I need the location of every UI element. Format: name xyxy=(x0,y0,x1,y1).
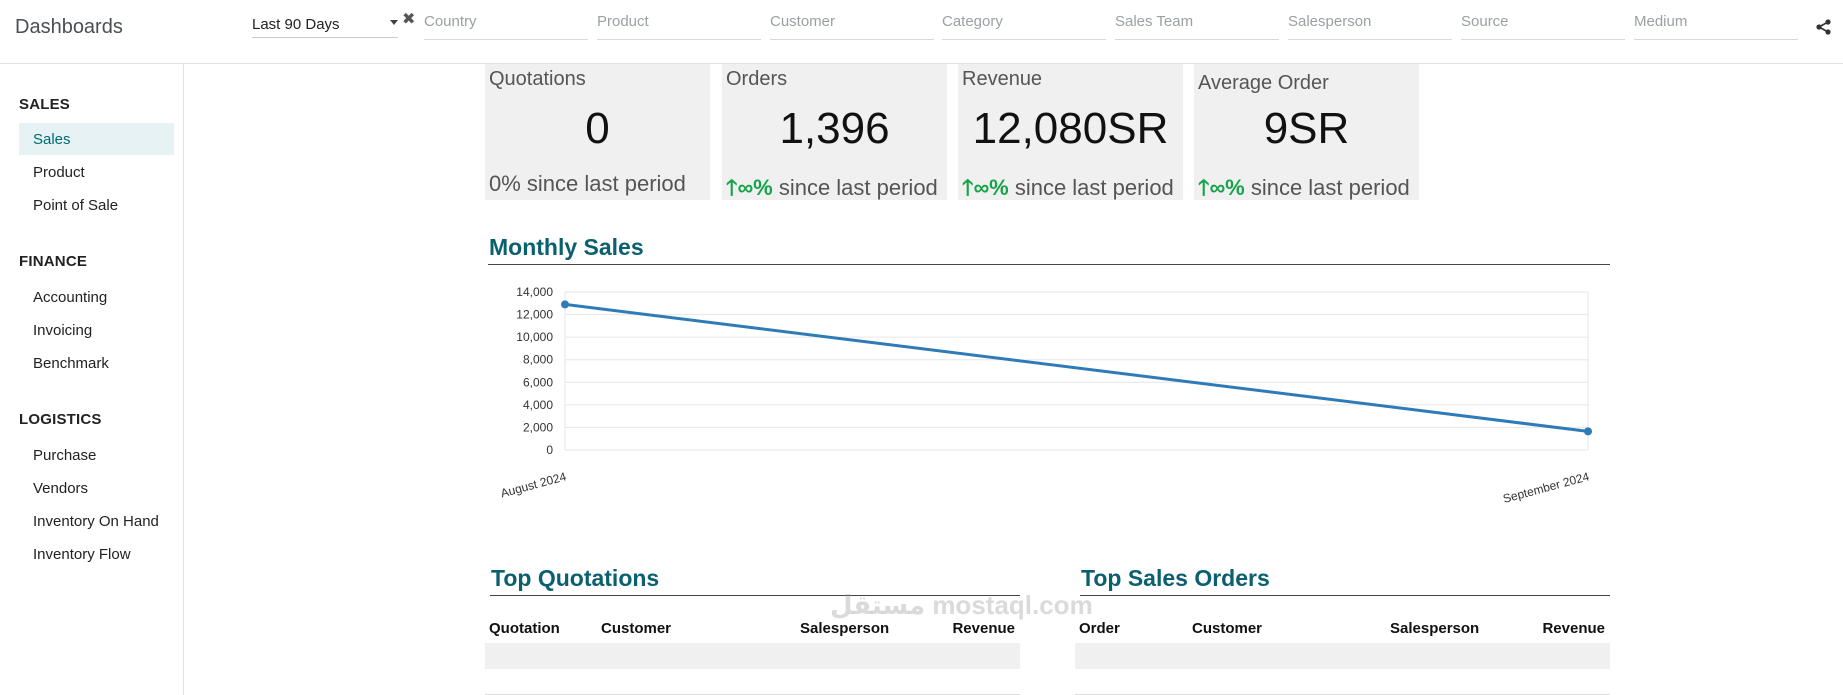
trend-text: since last period xyxy=(772,175,938,200)
sidebar: SALES Sales Product Point of Sale FINANC… xyxy=(0,64,184,695)
kpi-trend: 0% since last period xyxy=(489,171,686,197)
sidebar-item-purchase[interactable]: Purchase xyxy=(33,447,97,464)
filter-product[interactable]: Product xyxy=(597,13,761,40)
filter-category[interactable]: Category xyxy=(942,13,1106,40)
sidebar-item-vendors[interactable]: Vendors xyxy=(33,480,89,497)
sidebar-item-point-of-sale[interactable]: Point of Sale xyxy=(33,197,119,214)
top-bar: Dashboards Last 90 Days ✖ Country Produc… xyxy=(0,0,1843,64)
kpi-value: 9SR xyxy=(1263,104,1350,153)
series-line xyxy=(564,302,1589,433)
y-tick-label: 4,000 xyxy=(523,398,553,412)
y-tick-label: 8,000 xyxy=(523,353,553,367)
col-customer[interactable]: Customer xyxy=(601,620,672,637)
sidebar-item-sales[interactable]: Sales xyxy=(19,123,174,155)
arrow-up-icon: 🡑 xyxy=(1198,175,1210,200)
kpi-orders[interactable]: Orders 1,396 🡑∞% since last period xyxy=(722,64,947,200)
col-salesperson[interactable]: Salesperson xyxy=(1390,620,1480,637)
kpi-average-order[interactable]: Average Order 9SR 🡑∞% since last period xyxy=(1194,64,1419,200)
top-sales-orders-title: Top Sales Orders xyxy=(1080,565,1610,596)
period-value: Last 90 Days xyxy=(252,16,340,33)
kpi-value: 1,396 xyxy=(779,104,890,153)
kpi-label: Orders xyxy=(726,68,788,90)
kpi-value: 12,080SR xyxy=(972,104,1169,153)
y-tick-label: 12,000 xyxy=(516,308,553,322)
col-order[interactable]: Order xyxy=(1079,620,1120,637)
sidebar-item-accounting[interactable]: Accounting xyxy=(33,289,108,306)
arrow-up-icon: 🡑 xyxy=(962,175,974,200)
caret-down-icon xyxy=(390,20,398,25)
filter-sales-team[interactable]: Sales Team xyxy=(1115,13,1279,40)
y-tick-label: 0 xyxy=(546,443,553,457)
table-row[interactable] xyxy=(1075,643,1610,669)
y-tick-label: 14,000 xyxy=(516,285,553,299)
data-point[interactable] xyxy=(561,300,569,309)
filter-customer[interactable]: Customer xyxy=(770,13,934,40)
x-tick-label: August 2024 xyxy=(499,469,568,500)
section-sales: SALES xyxy=(19,96,71,113)
kpi-quotations[interactable]: Quotations 0 0% since last period xyxy=(485,64,710,200)
filter-medium[interactable]: Medium xyxy=(1634,13,1798,40)
trend-text: since last period xyxy=(520,171,686,196)
x-tick-label: September 2024 xyxy=(1501,469,1591,506)
kpi-value: 0 xyxy=(585,104,610,153)
filter-source[interactable]: Source xyxy=(1461,13,1625,40)
sidebar-item-inventory-flow[interactable]: Inventory Flow xyxy=(33,546,131,563)
kpi-label: Average Order xyxy=(1198,72,1329,94)
top-sales-orders-table: Order Customer Salesperson Revenue xyxy=(1075,614,1610,695)
period-select[interactable]: Last 90 Days xyxy=(252,14,398,38)
app-title[interactable]: Dashboards xyxy=(15,16,123,38)
y-tick-label: 10,000 xyxy=(516,330,553,344)
trend-text: since last period xyxy=(1008,175,1174,200)
arrow-up-icon: 🡑 xyxy=(726,175,738,200)
trend-text: since last period xyxy=(1244,175,1410,200)
trend-value: 0% xyxy=(489,171,521,196)
kpi-label: Revenue xyxy=(962,68,1043,90)
kpi-trend: 🡑∞% since last period xyxy=(962,171,1174,209)
sidebar-item-product[interactable]: Product xyxy=(33,164,85,181)
top-quotations-title: Top Quotations xyxy=(490,565,1020,596)
kpi-revenue[interactable]: Revenue 12,080SR 🡑∞% since last period xyxy=(958,64,1183,200)
trend-value: ∞% xyxy=(1209,175,1245,200)
sidebar-item-invoicing[interactable]: Invoicing xyxy=(33,322,93,339)
y-tick-label: 6,000 xyxy=(523,375,553,389)
col-revenue[interactable]: Revenue xyxy=(1542,620,1605,637)
sidebar-item-inventory-on-hand[interactable]: Inventory On Hand xyxy=(33,513,159,530)
top-quotations-table: Quotation Customer Salesperson Revenue xyxy=(485,614,1020,695)
line-chart: 0 2,000 4,000 6,000 8,000 10,000 12,000 14,000 A… xyxy=(499,285,1592,506)
monthly-sales-title: Monthly Sales xyxy=(488,234,1610,265)
col-customer[interactable]: Customer xyxy=(1192,620,1263,637)
watermark: مستقل mostaql.com xyxy=(830,590,1093,620)
monthly-sales-chart: 0 2,000 4,000 6,000 8,000 10,000 12,000 14,000 A… xyxy=(490,280,1600,520)
filter-country[interactable]: Country xyxy=(424,13,588,40)
trend-value: ∞% xyxy=(737,175,773,200)
kpi-trend: 🡑∞% since last period xyxy=(1198,171,1410,209)
kpi-trend: 🡑∞% since last period xyxy=(726,171,938,209)
col-quotation[interactable]: Quotation xyxy=(489,620,560,637)
data-point[interactable] xyxy=(1584,427,1592,436)
col-salesperson[interactable]: Salesperson xyxy=(800,620,890,637)
table-row[interactable] xyxy=(485,643,1020,669)
share-icon[interactable] xyxy=(1815,18,1833,36)
filter-salesperson[interactable]: Salesperson xyxy=(1288,13,1452,40)
trend-value: ∞% xyxy=(973,175,1009,200)
col-revenue[interactable]: Revenue xyxy=(952,620,1015,637)
kpi-label: Quotations xyxy=(489,68,586,90)
section-finance: FINANCE xyxy=(19,253,88,270)
sidebar-item-benchmark[interactable]: Benchmark xyxy=(33,355,109,372)
section-logistics: LOGISTICS xyxy=(19,411,102,428)
y-tick-label: 2,000 xyxy=(523,420,553,434)
clear-icon[interactable]: ✖ xyxy=(402,11,416,28)
